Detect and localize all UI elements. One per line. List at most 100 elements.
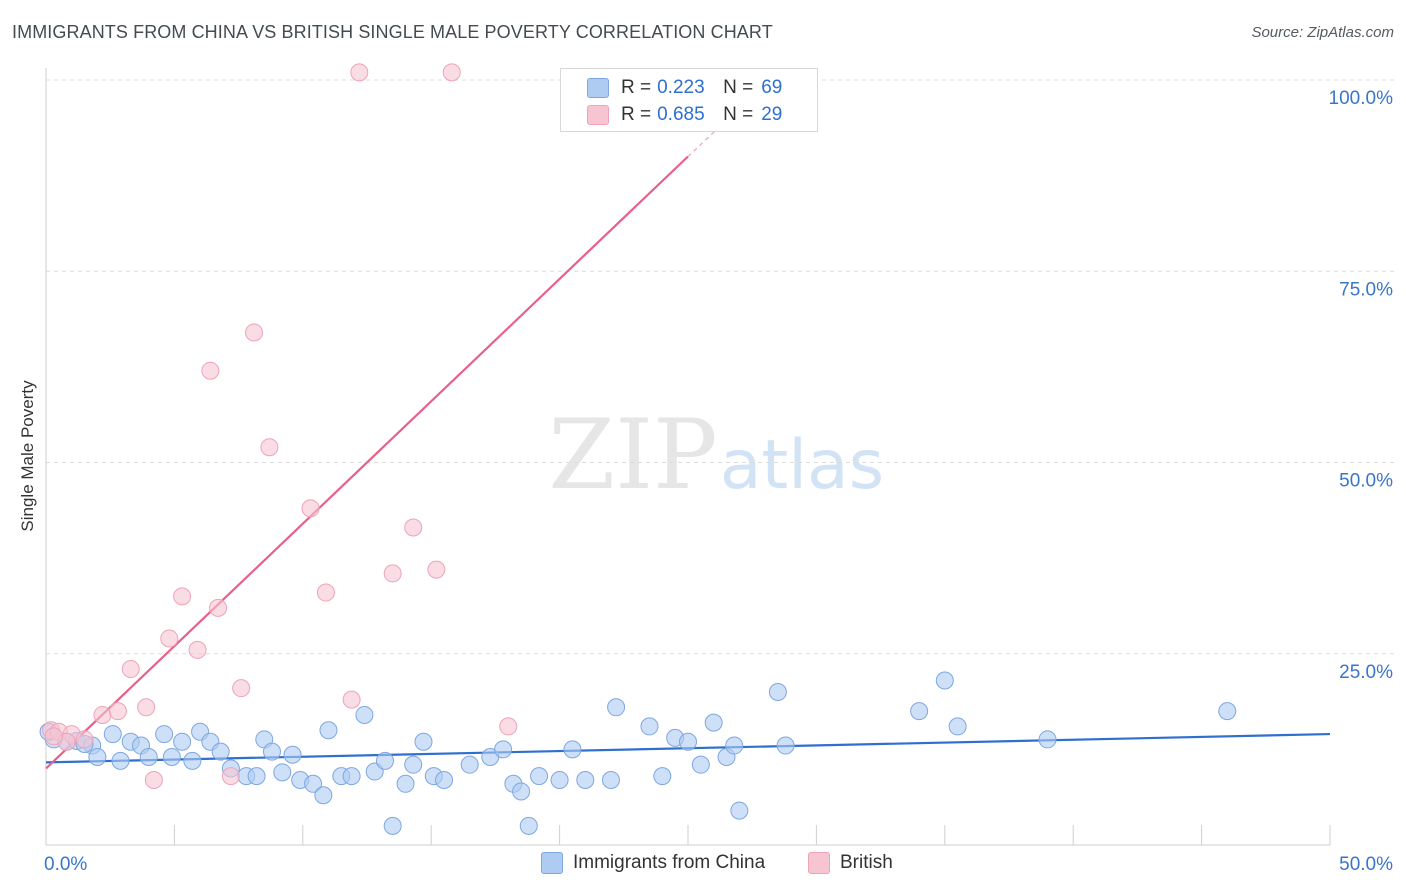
british-point xyxy=(75,730,94,749)
british-point xyxy=(201,361,220,380)
legend-r-label: R = xyxy=(621,104,652,125)
series-legend-british: British xyxy=(808,852,893,874)
china-point xyxy=(494,740,513,759)
british-point xyxy=(108,702,127,721)
british-point xyxy=(245,323,264,342)
series-swatch-china xyxy=(541,852,563,874)
china-point xyxy=(383,816,402,835)
legend-n-label: N = xyxy=(723,104,754,125)
series-legend-china: Immigrants from China xyxy=(541,852,765,874)
watermark-zip: ZIP xyxy=(548,399,717,511)
china-point xyxy=(319,721,338,740)
china-point xyxy=(211,742,230,761)
legend-row-british: R = 0.685 N = 29 xyxy=(587,104,782,126)
x-tick-label: 50.0% xyxy=(1339,854,1393,875)
british-point xyxy=(144,770,163,789)
china-point xyxy=(653,767,672,786)
china-point xyxy=(404,755,423,774)
watermark-atlas: atlas xyxy=(720,426,884,505)
china-point xyxy=(1218,702,1237,721)
china-point xyxy=(396,774,415,793)
british-point xyxy=(121,660,140,679)
china-point xyxy=(88,748,107,767)
legend-r-value: 0.223 xyxy=(657,77,705,98)
british-point xyxy=(160,629,179,648)
legend-swatch-china xyxy=(587,78,609,98)
y-tick-label: 75.0% xyxy=(1339,279,1393,300)
china-point xyxy=(155,725,174,744)
legend-r-label: R = xyxy=(621,77,652,98)
british-point xyxy=(188,640,207,659)
series-swatch-british xyxy=(808,852,830,874)
china-point xyxy=(776,736,795,755)
correlation-legend: R = 0.223 N = 69 R = 0.685 N = 29 xyxy=(560,68,818,132)
series-legend-label: Immigrants from China xyxy=(573,852,766,873)
china-point xyxy=(247,767,266,786)
british-point xyxy=(301,499,320,518)
china-point xyxy=(414,732,433,751)
y-tick-label: 100.0% xyxy=(1329,88,1394,109)
chart-title: IMMIGRANTS FROM CHINA VS BRITISH SINGLE … xyxy=(12,22,773,42)
china-point xyxy=(910,702,929,721)
british-point xyxy=(404,518,423,537)
china-point xyxy=(725,736,744,755)
china-point xyxy=(183,751,202,770)
british-point xyxy=(173,587,192,606)
china-point xyxy=(162,748,181,767)
china-point xyxy=(948,717,967,736)
china-point xyxy=(139,748,158,767)
china-point xyxy=(342,767,361,786)
british-point xyxy=(232,679,251,698)
china-point xyxy=(273,763,292,782)
china-point xyxy=(355,705,374,724)
legend-n-value: 29 xyxy=(761,104,783,125)
china-point xyxy=(111,751,130,770)
legend-n-value: 69 xyxy=(761,77,783,98)
china-point xyxy=(304,774,323,793)
series-legend-label: British xyxy=(840,852,893,873)
china-point xyxy=(640,717,659,736)
british-point xyxy=(316,583,335,602)
trend-line-british xyxy=(45,155,689,770)
china-point xyxy=(512,782,531,801)
legend-row-china: R = 0.223 N = 69 xyxy=(587,77,782,99)
china-point xyxy=(768,683,787,701)
british-point xyxy=(350,63,369,82)
china-point xyxy=(283,745,302,764)
series-legend: Immigrants from China British xyxy=(0,852,1406,876)
legend-r-value: 0.685 xyxy=(657,104,705,125)
china-point xyxy=(1038,730,1057,749)
y-tick-label: 25.0% xyxy=(1339,662,1393,683)
china-point xyxy=(530,767,549,786)
british-point xyxy=(442,63,461,82)
british-point xyxy=(427,560,446,579)
china-point xyxy=(730,801,749,820)
china-point xyxy=(173,732,192,751)
british-point xyxy=(137,698,156,717)
china-point xyxy=(935,671,954,690)
china-point xyxy=(460,755,479,774)
china-point xyxy=(103,725,122,744)
china-point xyxy=(262,742,281,761)
legend-swatch-british xyxy=(587,105,609,125)
source-label: Source: ZipAtlas.com xyxy=(1251,24,1394,41)
british-point xyxy=(44,727,63,746)
british-point xyxy=(260,438,279,457)
china-point xyxy=(607,698,626,717)
china-point xyxy=(550,770,569,789)
china-point xyxy=(435,770,454,789)
y-tick-label: 50.0% xyxy=(1339,471,1393,492)
china-point xyxy=(679,732,697,751)
china-point xyxy=(691,755,710,774)
british-point xyxy=(342,690,361,709)
british-point xyxy=(499,717,518,736)
legend-n-label: N = xyxy=(723,77,754,98)
x-tick-label: 0.0% xyxy=(44,854,87,875)
british-point xyxy=(221,767,240,786)
china-point xyxy=(563,740,582,759)
china-point xyxy=(601,770,620,789)
china-point xyxy=(375,751,394,770)
british-point xyxy=(93,705,112,724)
china-point xyxy=(519,816,538,835)
